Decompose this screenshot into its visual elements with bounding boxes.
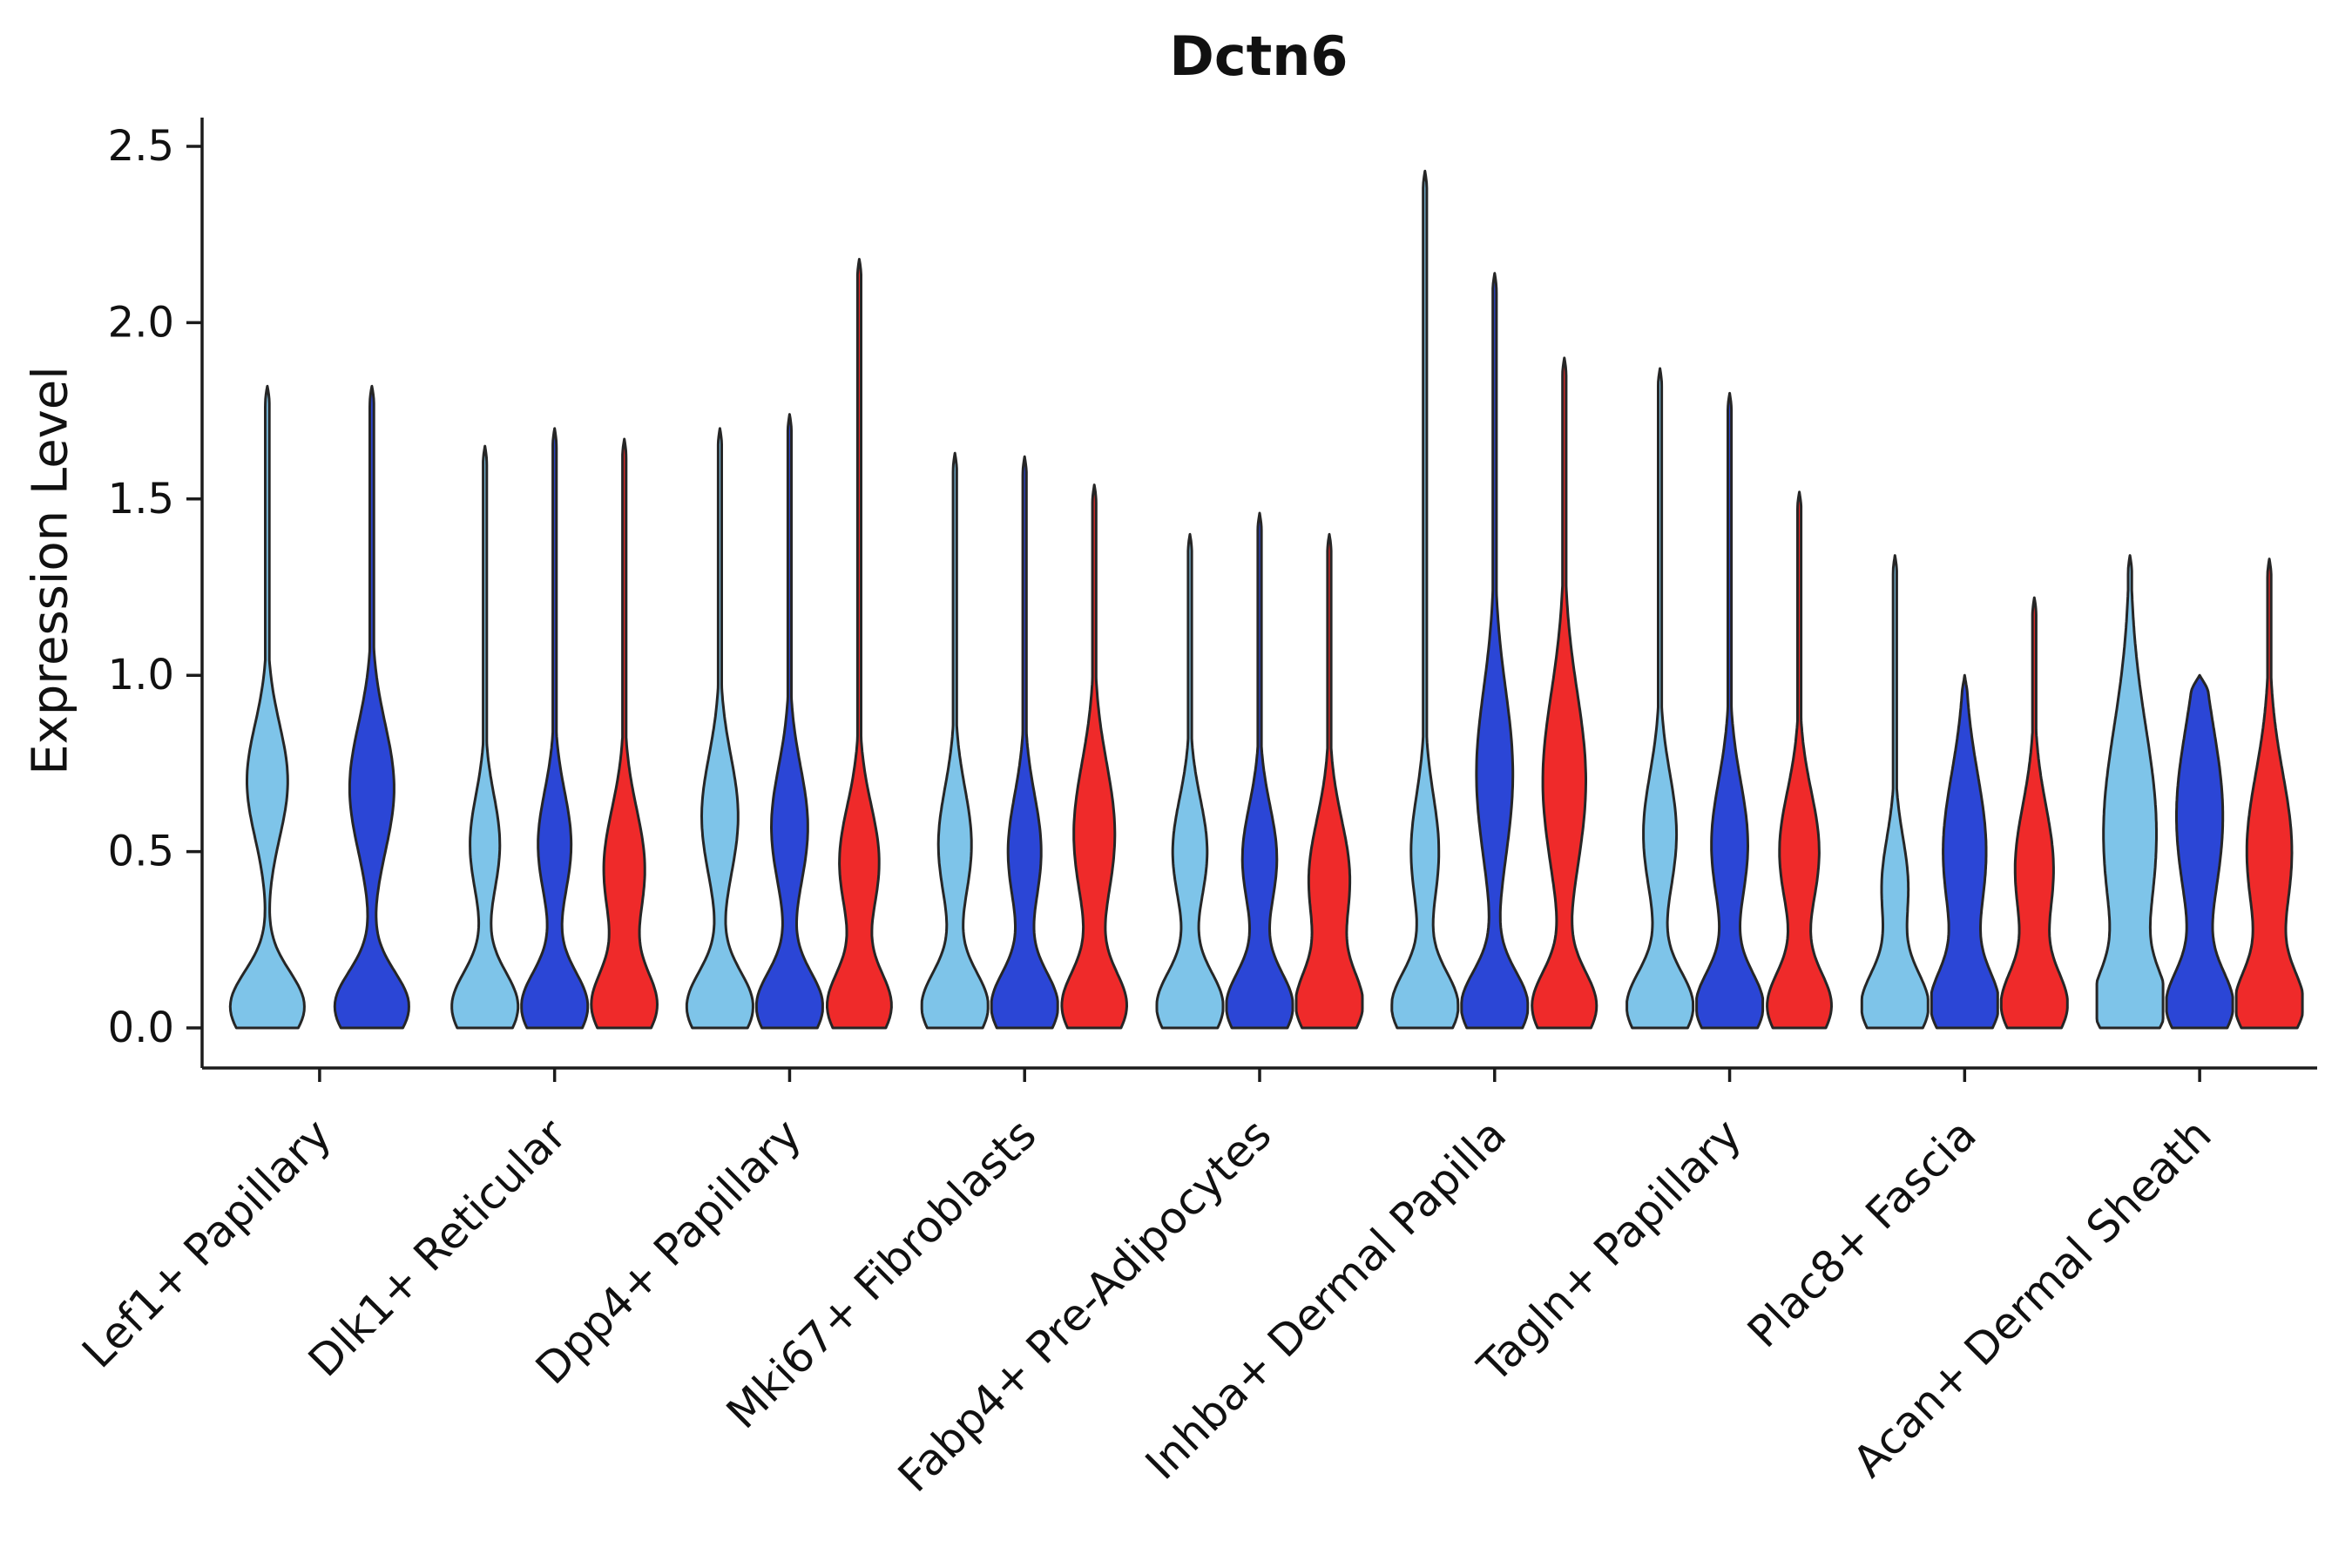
violin-dlk1-red — [590, 437, 659, 1030]
violin-tagln-lightblue — [1625, 367, 1695, 1030]
violin-fabp4-blue — [1225, 511, 1294, 1030]
x-tick-label-plac8: Plac8+ Fascia — [1738, 1109, 1986, 1357]
violin-tagln-red — [1766, 490, 1833, 1030]
x-tick-label-dlk1: Dlk1+ Reticular — [299, 1109, 576, 1386]
violin-acan-lightblue — [2095, 554, 2165, 1030]
violin-inhba-lightblue — [1390, 169, 1460, 1030]
violin-dlk1-lightblue — [450, 444, 520, 1030]
violin-dpp4-blue — [754, 413, 824, 1030]
violin-inhba-blue — [1460, 272, 1530, 1030]
violin-lef1-lightblue — [228, 384, 306, 1030]
violin-fabp4-red — [1294, 532, 1364, 1030]
chart-title: Dctn6 — [1169, 24, 1348, 88]
y-tick-label: 2.0 — [108, 298, 174, 347]
violin-dpp4-lightblue — [685, 427, 754, 1030]
violin-lef1-blue — [333, 384, 410, 1030]
y-tick-label: 1.5 — [108, 475, 174, 524]
violin-mki67-lightblue — [920, 451, 990, 1030]
violin-plac8-red — [1999, 596, 2069, 1030]
violin-mki67-red — [1060, 483, 1128, 1030]
violin-acan-blue — [2165, 673, 2234, 1030]
x-tick-label-tagln: Tagln+ Papillary — [1468, 1109, 1751, 1392]
y-tick-label: 0.5 — [108, 828, 174, 876]
violin-plac8-blue — [1930, 673, 1999, 1030]
y-tick-label: 1.0 — [108, 651, 174, 700]
x-tick-label-lef1: Lef1+ Papillary — [72, 1109, 341, 1377]
violin-fabp4-lightblue — [1155, 532, 1225, 1030]
violin-acan-red — [2234, 558, 2304, 1030]
violin-dlk1-blue — [520, 427, 590, 1030]
violin-plac8-lightblue — [1860, 554, 1930, 1030]
x-tick-label-fabp4: Fabp4+ Pre-Adipocytes — [889, 1109, 1281, 1502]
violin-mki67-blue — [990, 455, 1059, 1030]
violin-tagln-blue — [1695, 391, 1765, 1030]
violin-inhba-red — [1531, 356, 1598, 1030]
violin-dpp4-red — [826, 258, 893, 1030]
y-tick-label: 0.0 — [108, 1004, 174, 1052]
y-tick-label: 2.5 — [108, 122, 174, 171]
